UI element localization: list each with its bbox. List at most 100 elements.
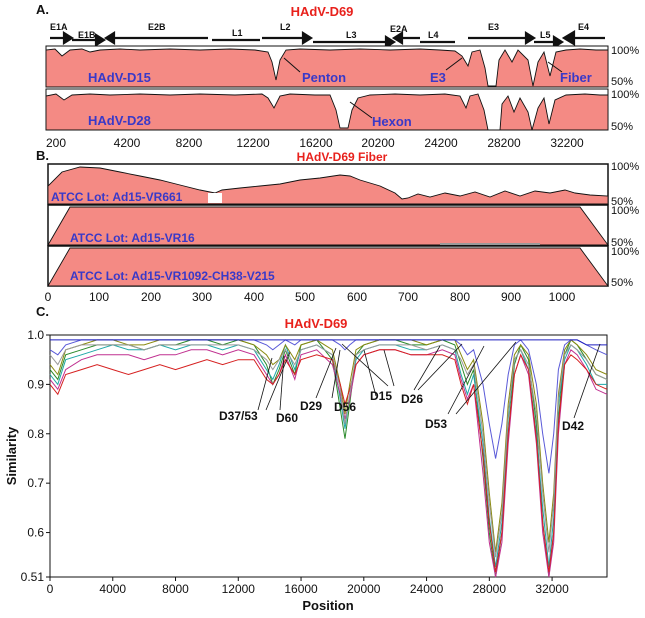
fiber-track-vr16-area xyxy=(47,206,609,246)
clade-labels: D37/53 D60 D29 D56 D15 D26 D53 D42 xyxy=(219,389,584,433)
similarity-series-7 xyxy=(49,344,608,558)
gene-map xyxy=(50,30,605,49)
annotation-d37-53: D37/53 xyxy=(219,409,258,423)
track-d28-area xyxy=(45,93,609,131)
x-tick-label: 0 xyxy=(47,582,54,596)
panel-b-tick-label: 300 xyxy=(192,290,212,304)
annotation-penton: Penton xyxy=(302,70,346,85)
panel-c-letter: C. xyxy=(36,304,49,319)
annotation-e3: E3 xyxy=(430,70,446,85)
fiber-track-vr661-top-pct: 100% xyxy=(611,161,639,173)
y-tick-label: 0.7 xyxy=(27,476,44,490)
y-axis-label: Similarity xyxy=(4,426,19,485)
fiber-track-vr16: ATCC Lot: Ad15-VR16 100% 50% xyxy=(47,204,639,249)
track-d28-bottom-pct: 50% xyxy=(611,121,633,133)
gene-label-e2b: E2B xyxy=(148,22,166,32)
y-tick-label: 0.51 xyxy=(21,570,45,584)
track-d15-area xyxy=(45,48,609,88)
annotation-fiber: Fiber xyxy=(560,70,592,85)
gene-label-e2a: E2A xyxy=(390,24,408,34)
panel-a-tick-label: 28200 xyxy=(487,136,521,150)
annotation-hexon: Hexon xyxy=(372,114,412,129)
fiber-track-vr16-top-pct: 100% xyxy=(611,205,639,217)
panel-b-tick-label: 0 xyxy=(45,290,52,304)
annotation-d53: D53 xyxy=(425,417,447,431)
panel-c: C. HAdV-D69 0 4000 8000 12000 16000 20000 2400… xyxy=(4,304,608,613)
x-tick-label: 28000 xyxy=(473,582,507,596)
track-d28-top-pct: 100% xyxy=(611,89,639,101)
x-tick-label: 12000 xyxy=(222,582,256,596)
panel-b-axis: 0 100 200 300 400 500 600 700 800 900 10… xyxy=(45,290,576,304)
gene-label-l4: L4 xyxy=(428,30,439,40)
panel-b-tick-label: 400 xyxy=(244,290,264,304)
fiber-track-vr1092-name: ATCC Lot: Ad15-VR1092-CH38-V215 xyxy=(70,269,275,283)
y-tick-label: 1.0 xyxy=(27,328,44,342)
panel-a-tick-label: 20200 xyxy=(361,136,395,150)
panel-a-tick-label: 16200 xyxy=(299,136,333,150)
fiber-track-vr1092-bottom-pct: 50% xyxy=(611,277,633,289)
panel-b-tick-label: 500 xyxy=(295,290,315,304)
gene-label-l1: L1 xyxy=(232,28,243,38)
annotation-d15: D15 xyxy=(370,389,392,403)
panel-b-tick-label: 700 xyxy=(398,290,418,304)
panel-a-tick-label: 12200 xyxy=(236,136,270,150)
similarity-series-6 xyxy=(49,349,608,573)
panel-a-tick-label: 4200 xyxy=(114,136,141,150)
gene-label-l5: L5 xyxy=(540,30,551,40)
fiber-track-vr1092-area xyxy=(47,247,609,287)
fiber-track-vr661: ATCC Lot: Ad15-VR661 100% 50% xyxy=(47,161,639,208)
annotation-d56: D56 xyxy=(334,400,356,414)
fiber-track-vr1092-top-pct: 100% xyxy=(611,246,639,258)
gene-labels: E1A E1B E2B L1 L2 L3 E2A L4 E3 L5 E4 xyxy=(50,22,589,40)
x-tick-label: 20000 xyxy=(347,582,381,596)
gene-label-e3: E3 xyxy=(488,22,499,32)
track-d28: HAdV-D28 Hexon 100% 50% xyxy=(45,88,639,133)
gene-label-e4: E4 xyxy=(578,22,589,32)
tick-layer: 0 4000 8000 12000 16000 20000 24000 28000 32000 1… xyxy=(21,328,569,596)
fiber-track-vr1092: ATCC Lot: Ad15-VR1092-CH38-V215 100% 50% xyxy=(47,245,639,289)
fiber-track-vr661-bottom-pct: 50% xyxy=(611,196,633,208)
plot-frame xyxy=(49,334,608,578)
annotation-d42: D42 xyxy=(562,419,584,433)
x-axis-label: Position xyxy=(302,598,353,613)
panel-b-tick-label: 800 xyxy=(450,290,470,304)
panel-b-tick-label: 900 xyxy=(501,290,521,304)
panel-a-tick-label: 200 xyxy=(46,136,66,150)
panel-b-letter: B. xyxy=(36,148,49,163)
panel-b-tick-label: 1000 xyxy=(549,290,576,304)
gene-label-e1a: E1A xyxy=(50,22,68,32)
x-tick-label: 8000 xyxy=(162,582,189,596)
clade-annotations xyxy=(257,341,601,419)
x-tick-label: 24000 xyxy=(410,582,444,596)
panel-b-title: HAdV-D69 Fiber xyxy=(297,150,388,164)
panel-b-tick-label: 100 xyxy=(89,290,109,304)
similarity-series-8 xyxy=(50,339,607,346)
track-d15-bottom-pct: 50% xyxy=(611,76,633,88)
track-d15-top-pct: 100% xyxy=(611,45,639,57)
panel-a: A. HAdV-D69 E1A E1B E2B L1 L2 L3 E2A L4 … xyxy=(36,2,639,150)
panel-c-title: HAdV-D69 xyxy=(285,316,348,331)
fiber-track-vr16-bottom-pct: 50% xyxy=(611,237,633,249)
series-layer xyxy=(49,339,608,578)
annotation-d26: D26 xyxy=(401,392,423,406)
gene-label-e1b: E1B xyxy=(78,30,96,40)
y-tick-label: 0.9 xyxy=(27,377,44,391)
panel-a-axis: 200 4200 8200 12200 16200 20200 24200 28… xyxy=(46,136,584,150)
track-d15-name: HAdV-D15 xyxy=(88,70,151,85)
panel-b-tick-label: 200 xyxy=(141,290,161,304)
fiber-track-vr661-name: ATCC Lot: Ad15-VR661 xyxy=(51,190,183,204)
panel-b-tick-label: 600 xyxy=(347,290,367,304)
fiber-track-vr16-name: ATCC Lot: Ad15-VR16 xyxy=(70,231,195,245)
annotation-d60: D60 xyxy=(276,411,298,425)
y-tick-label: 0.8 xyxy=(27,427,44,441)
track-d15: HAdV-D15 Penton E3 Fiber 100% 50% xyxy=(45,45,639,88)
x-tick-label: 4000 xyxy=(99,582,126,596)
x-tick-label: 16000 xyxy=(284,582,318,596)
gene-label-l2: L2 xyxy=(280,22,291,32)
panel-a-letter: A. xyxy=(36,2,49,17)
annotation-d29: D29 xyxy=(300,399,322,413)
track-d28-name: HAdV-D28 xyxy=(88,113,151,128)
panel-a-tick-label: 32200 xyxy=(550,136,584,150)
y-tick-label: 0.6 xyxy=(27,526,44,540)
